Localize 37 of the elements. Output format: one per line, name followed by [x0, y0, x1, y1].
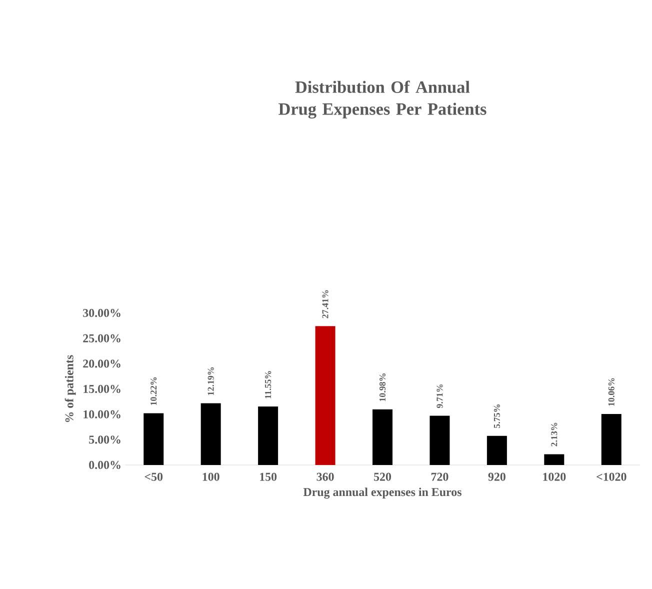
data-label: 12.19% — [208, 367, 214, 395]
y-tick-label: 15.00% — [84, 384, 120, 394]
bar — [486, 436, 507, 465]
data-label: 2.13% — [551, 422, 558, 446]
data-label: 10.06% — [608, 378, 614, 406]
y-tick-label: 0.00% — [89, 460, 120, 470]
y-tick-label: 20.00% — [83, 360, 120, 368]
bar — [372, 409, 392, 465]
y-tick-label: 30.00% — [83, 308, 120, 318]
bar — [200, 403, 221, 465]
chart-title: Distribution Of Annual Drug Expenses Per Patients — [278, 80, 486, 118]
data-label: 10.22% — [150, 377, 157, 405]
bar — [430, 416, 450, 465]
x-tick-label: 150 — [260, 472, 277, 481]
bar — [144, 413, 164, 465]
x-tick-label: 360 — [316, 472, 334, 481]
x-axis-title: Drug annual expenses in Euros — [303, 488, 462, 499]
y-axis-title: % of patients — [64, 355, 76, 422]
x-tick-label: <50 — [144, 472, 163, 481]
x-tick-label: <1020 — [596, 472, 626, 481]
bar — [315, 326, 336, 465]
x-tick-label: 920 — [488, 472, 506, 481]
data-label: 11.55% — [265, 371, 272, 398]
bar — [544, 454, 564, 465]
x-tick-label: 100 — [202, 472, 220, 481]
data-label: 27.41% — [322, 290, 328, 318]
y-tick-label: 5.00% — [89, 436, 120, 444]
bar — [258, 406, 278, 465]
x-tick-label: 720 — [431, 472, 448, 481]
y-tick-label: 25.00% — [83, 334, 120, 342]
y-tick-label: 10.00% — [84, 410, 120, 418]
data-label: 9.71% — [436, 384, 443, 408]
data-label: 10.98% — [379, 374, 386, 402]
x-tick-label: 520 — [374, 472, 392, 481]
x-tick-label: 1020 — [543, 472, 566, 481]
data-label: 5.75% — [494, 404, 500, 428]
bar — [601, 414, 622, 465]
